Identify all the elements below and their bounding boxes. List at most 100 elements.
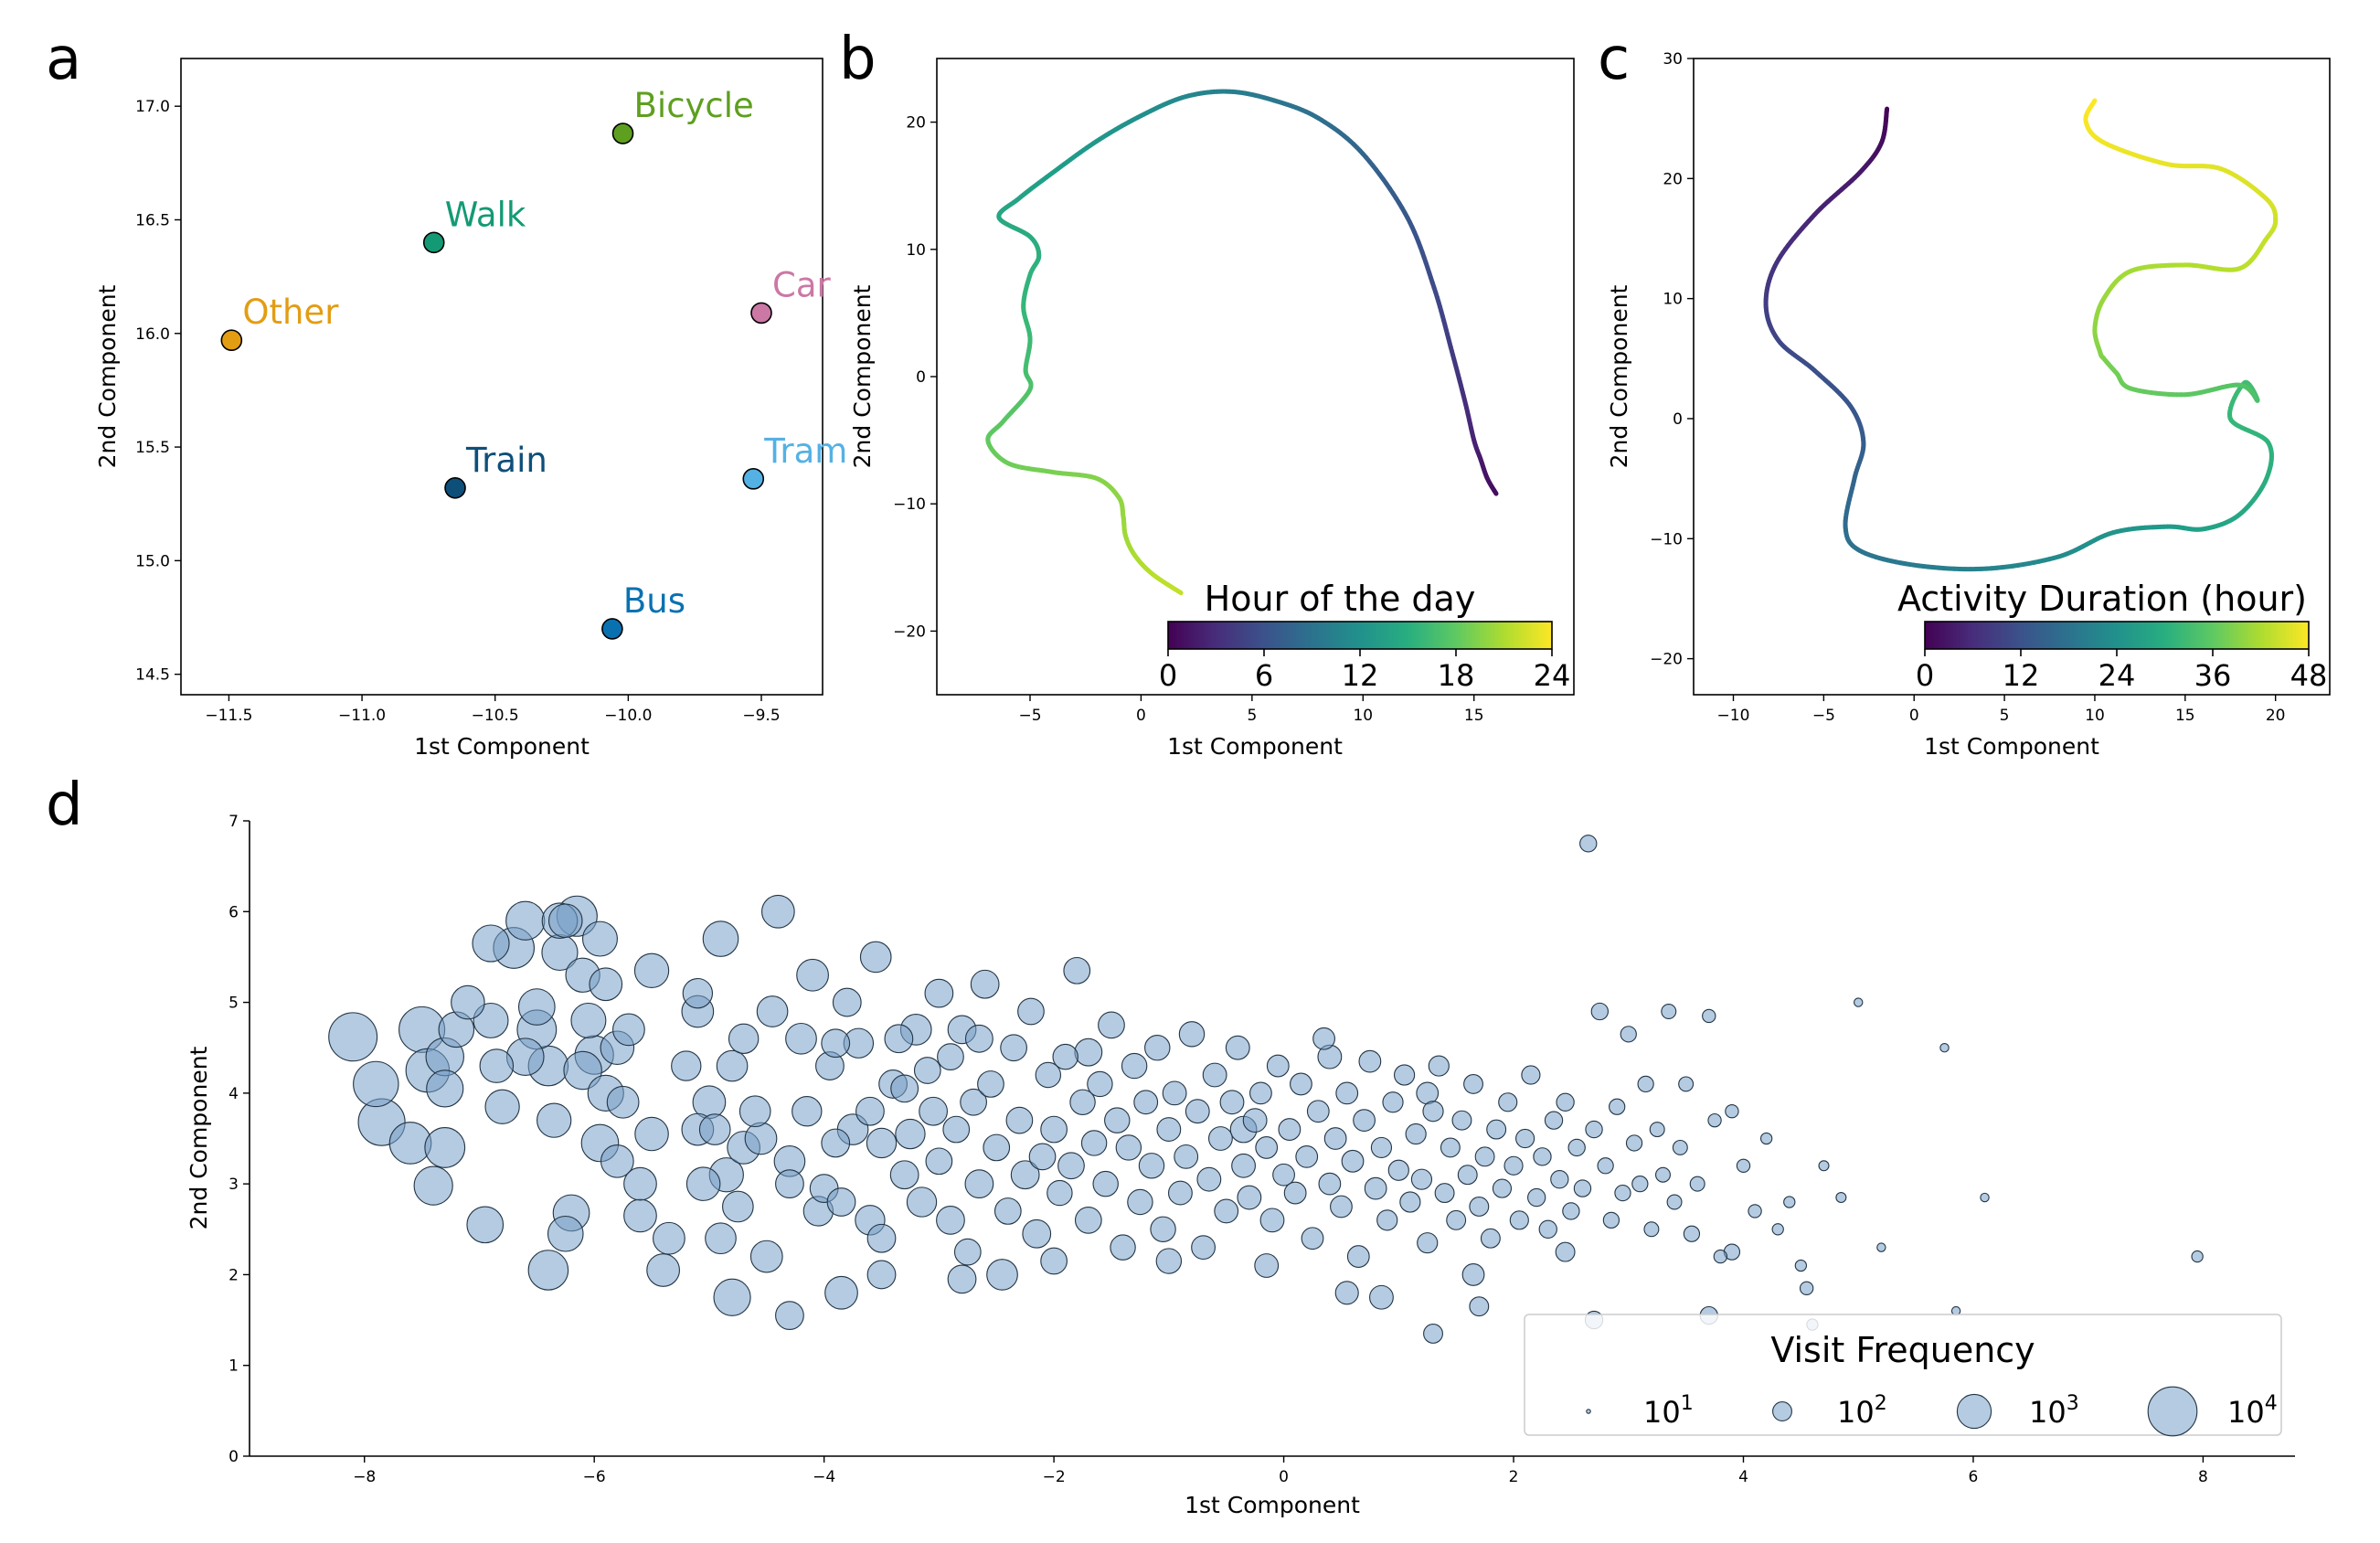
location-bubble	[744, 1122, 778, 1155]
panel-b-colorbar-title: Hour of the day	[1205, 579, 1476, 619]
mode-label-tram: Tram	[763, 431, 847, 471]
location-bubble	[890, 1074, 919, 1103]
location-bubble	[1092, 1170, 1119, 1197]
location-bubble	[1283, 1181, 1307, 1205]
location-bubble	[1440, 1137, 1461, 1158]
location-bubble	[1290, 1072, 1312, 1096]
location-bubble	[451, 984, 485, 1020]
location-bubble	[1393, 1064, 1416, 1086]
location-bubble	[1515, 1128, 1535, 1149]
location-bubble	[1156, 1117, 1182, 1142]
location-bubble	[1405, 1123, 1427, 1145]
location-bubble	[1278, 1118, 1302, 1141]
panel-d-legend-entries: 101 102 103 104	[1586, 1386, 2278, 1437]
location-bubble	[913, 1057, 941, 1084]
x-tick-label: 5	[2000, 707, 2010, 725]
location-bubble	[1162, 1080, 1187, 1106]
mode-label-bus: Bus	[623, 581, 685, 621]
legend-bubble	[2147, 1386, 2198, 1437]
x-tick-label: −6	[583, 1468, 606, 1486]
panel-c-ylabel: 2nd Component	[1606, 284, 1632, 468]
location-bubble	[1939, 1042, 1950, 1053]
location-bubble	[479, 1048, 515, 1083]
location-bubble	[547, 1215, 584, 1252]
location-bubble	[1047, 1179, 1073, 1207]
location-bubble	[633, 952, 670, 988]
mode-point-other	[220, 329, 243, 352]
location-bubble	[1323, 1127, 1347, 1150]
location-bubble	[713, 1278, 751, 1316]
location-bubble	[964, 1169, 994, 1199]
x-tick-label: 10	[2085, 707, 2105, 725]
location-bubble	[1818, 1160, 1830, 1172]
panel-c-colorbar-gradient	[1924, 621, 2310, 650]
location-bubble	[1358, 1049, 1382, 1073]
location-bubble	[1040, 1115, 1068, 1144]
colorbar-tick-label: 6	[1255, 658, 1273, 693]
x-tick-label: −11.5	[205, 707, 252, 725]
x-tick-label: −8	[353, 1468, 376, 1486]
location-bubble	[1382, 1091, 1404, 1113]
x-tick-label: −9.5	[742, 707, 780, 725]
location-bubble	[671, 1050, 702, 1081]
panel-d-marks	[328, 835, 2204, 1344]
mode-label-train: Train	[465, 441, 547, 480]
location-bubble	[924, 978, 954, 1008]
y-tick-label: 1	[228, 1357, 239, 1376]
location-bubble	[1609, 1098, 1626, 1115]
location-bubble	[1417, 1232, 1439, 1254]
location-bubble	[738, 1095, 771, 1128]
location-bubble	[1527, 1187, 1546, 1208]
panel-letter-d: d	[46, 772, 83, 839]
location-bubble	[1702, 1008, 1716, 1024]
panel-a-mode-scatter: −11.5 −11.0 −10.5 −10.0 −9.5 14.5 15.0 15.5 16.0…	[94, 58, 847, 760]
location-bubble	[1794, 1259, 1808, 1272]
location-bubble	[1052, 1043, 1078, 1070]
location-bubble	[563, 1050, 602, 1091]
x-tick-label: −10.5	[472, 707, 519, 725]
mode-point-bicycle	[611, 122, 634, 144]
location-bubble	[1980, 1192, 1990, 1203]
location-bubble	[785, 1022, 817, 1055]
location-bubble	[1017, 997, 1045, 1026]
y-tick-label: 5	[228, 995, 239, 1013]
location-bubble	[1683, 1225, 1701, 1242]
location-bubble	[705, 1222, 737, 1255]
location-bubble	[983, 1133, 1011, 1162]
location-bubble	[1330, 1195, 1353, 1218]
panel-b-colorbar: Hour of the day 0 6 12 18 24	[1159, 579, 1571, 693]
mode-point-walk	[422, 231, 445, 254]
panel-a-frame	[180, 58, 823, 696]
location-bubble	[826, 1187, 856, 1217]
location-bubble	[964, 1024, 993, 1053]
x-tick-label: −2	[1043, 1468, 1066, 1486]
location-bubble	[1028, 1143, 1057, 1171]
location-bubble	[1854, 997, 1864, 1007]
x-tick-label: 0	[1279, 1468, 1289, 1486]
location-bubble	[1602, 1211, 1620, 1229]
mode-label-walk: Walk	[445, 195, 526, 234]
location-bubble	[1573, 1179, 1592, 1197]
location-bubble	[1480, 1228, 1501, 1249]
legend-label: 104	[2227, 1392, 2278, 1430]
location-bubble	[1174, 1144, 1199, 1169]
panel-d-xlabel: 1st Component	[1185, 1492, 1360, 1518]
panel-letter-c: c	[1598, 26, 1630, 93]
location-bubble	[884, 1024, 914, 1054]
location-bubble	[1771, 1223, 1784, 1236]
location-bubble	[1625, 1134, 1643, 1152]
location-bubble	[1799, 1281, 1814, 1296]
location-bubble	[547, 903, 583, 938]
location-bubble	[1451, 1110, 1472, 1131]
location-bubble	[472, 924, 510, 963]
location-bubble	[1562, 1202, 1580, 1220]
panel-c-ticks: −10 −5 0 5 10 15 20 −20 −10 0 10 20 30	[1650, 50, 2285, 725]
location-bubble	[1127, 1188, 1153, 1216]
location-bubble	[977, 1070, 1004, 1098]
location-bubble	[1556, 1092, 1575, 1112]
location-bubble	[1155, 1248, 1183, 1274]
location-bubble	[1208, 1126, 1233, 1151]
location-bubble	[1035, 1061, 1062, 1089]
location-bubble	[1876, 1242, 1886, 1252]
y-tick-label: 0	[1673, 410, 1683, 429]
